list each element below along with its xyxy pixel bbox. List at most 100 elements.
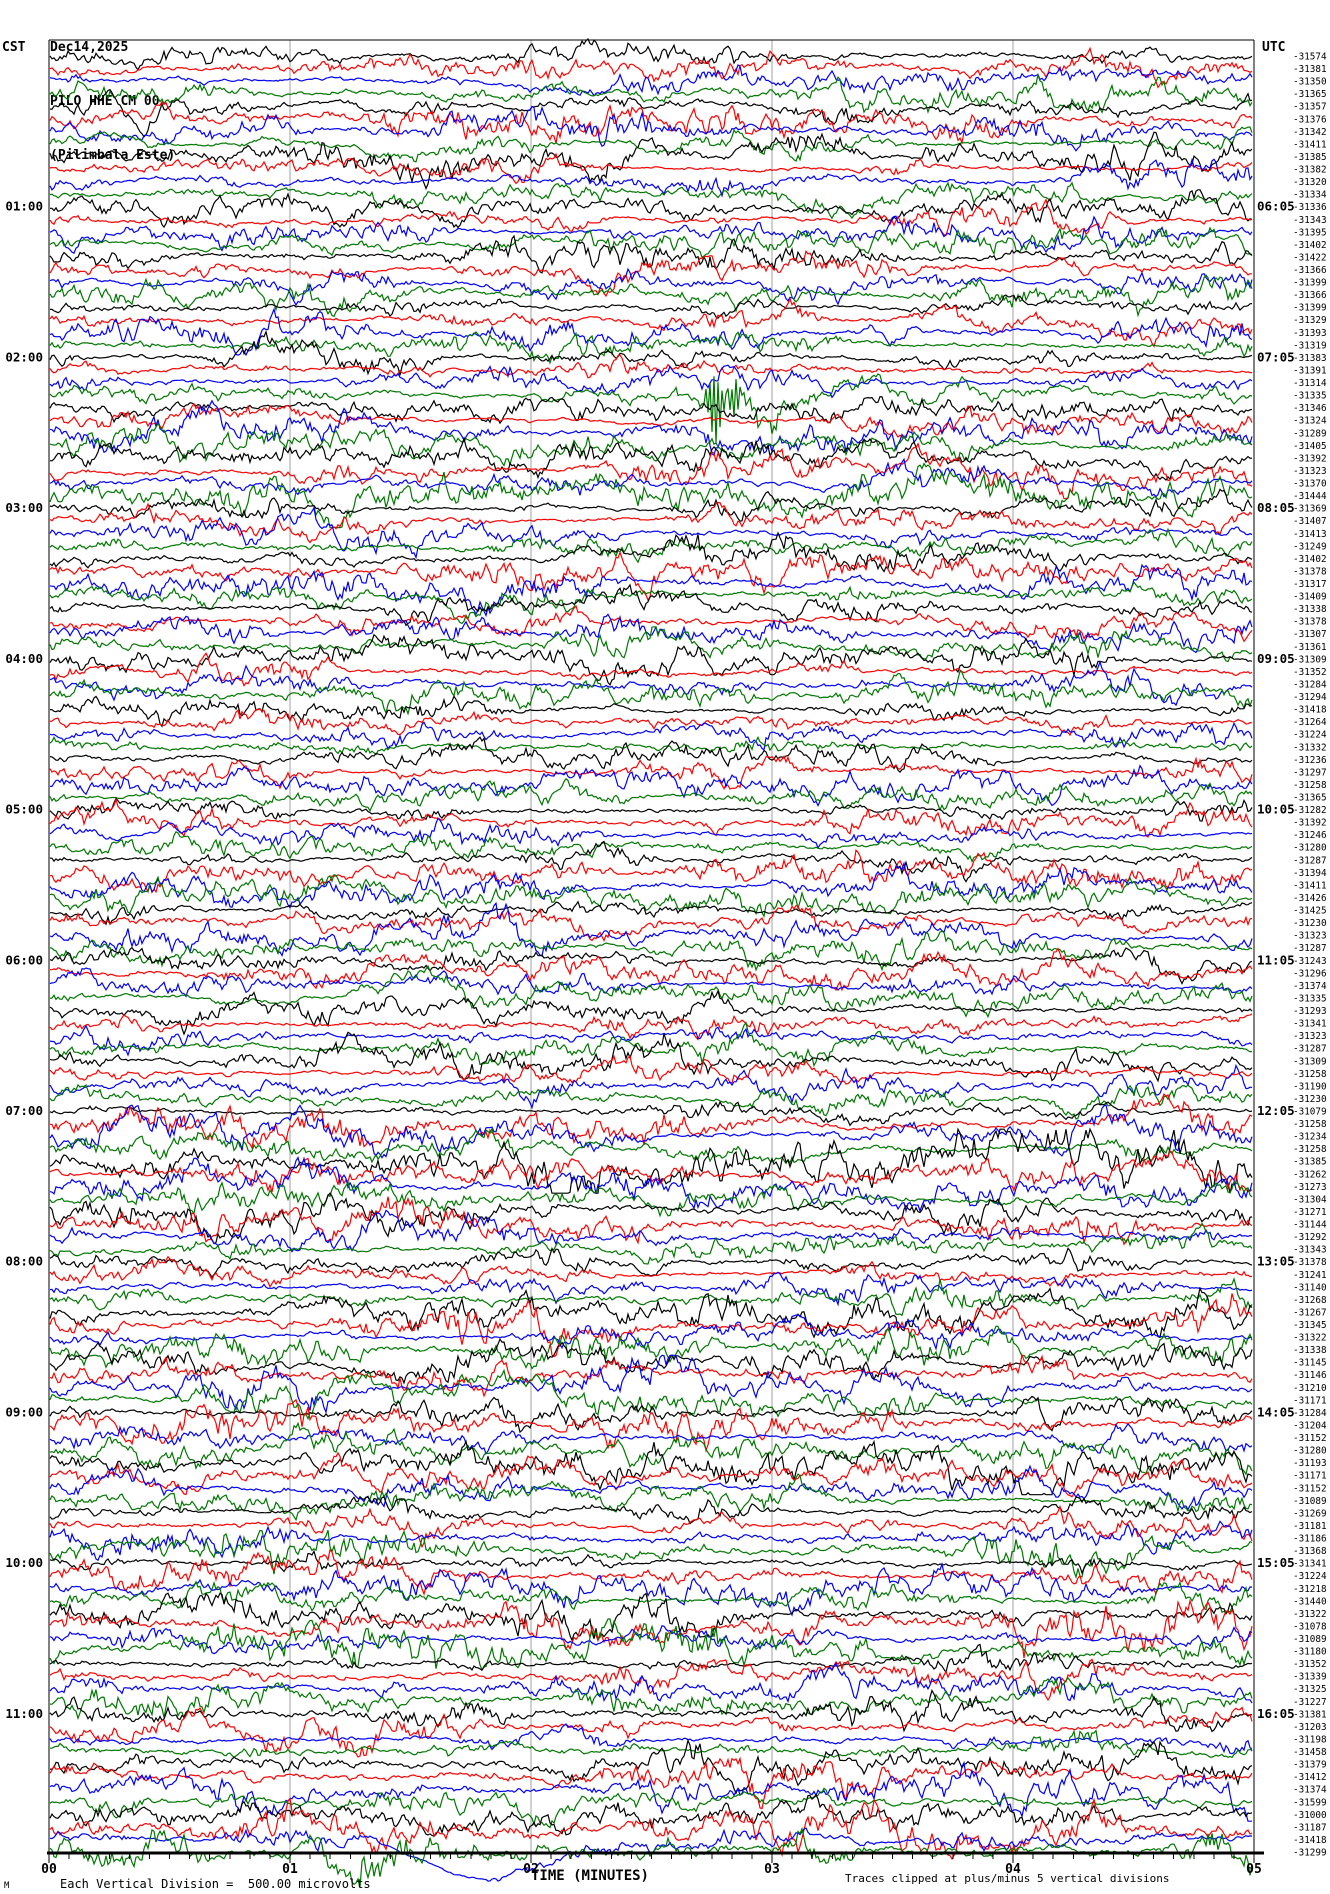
trace-row [49,626,1253,663]
trace-row [49,1473,1253,1522]
trace-row [49,874,1253,919]
row-mean-count: -31413 [1293,529,1327,540]
row-mean-count: -31444 [1293,491,1327,502]
trace-row [49,46,1253,89]
trace-row [49,1439,1253,1496]
trace-row [49,1797,1253,1861]
row-mean-count: -31227 [1293,1697,1327,1708]
row-mean-count: -31319 [1293,340,1327,351]
trace-row [49,422,1253,467]
row-mean-count: -31294 [1293,692,1327,703]
row-mean-count: -31365 [1293,89,1327,100]
row-mean-count: -31304 [1293,1194,1327,1205]
right-hour-label: 06:05 [1257,199,1295,214]
scale-note: Each Vertical Division = 500.00 microvol… [60,1877,371,1891]
row-mean-count: -31383 [1293,353,1327,364]
trace-row [49,1127,1253,1165]
trace-row [49,721,1253,752]
trace-row [49,105,1253,152]
row-mean-count: -31224 [1293,1571,1327,1582]
right-timezone-label: UTC [1262,40,1286,55]
row-mean-count: -31320 [1293,177,1327,188]
row-mean-count: -31382 [1293,165,1327,176]
row-mean-count: -31381 [1293,1709,1327,1720]
trace-row [49,226,1253,259]
row-mean-count: -31365 [1293,793,1327,804]
row-mean-count: -31322 [1293,1609,1327,1620]
trace-row [49,1083,1253,1120]
trace-row [49,1756,1253,1810]
left-hour-label: 01:00 [5,199,43,214]
row-mean-count: -31370 [1293,479,1327,490]
row-mean-count: -31268 [1293,1295,1327,1306]
row-mean-count: -31426 [1293,893,1327,904]
right-hour-label: 15:05 [1257,1555,1295,1570]
trace-row [49,1024,1253,1057]
trace-row [49,100,1253,145]
trace-row [49,399,1253,457]
row-mean-count: -31241 [1293,1270,1327,1281]
row-mean-count: -31399 [1293,278,1327,289]
row-mean-count: -31402 [1293,554,1327,565]
row-mean-count: -31599 [1293,1797,1327,1808]
row-mean-count: -31181 [1293,1521,1327,1532]
trace-row [49,1063,1253,1110]
right-hour-label: 14:05 [1257,1404,1295,1419]
trace-row [49,1368,1253,1421]
row-mean-count: -31258 [1293,1069,1327,1080]
row-mean-count: -31267 [1293,1307,1327,1318]
row-mean-count: -31289 [1293,428,1327,439]
row-mean-count: -31392 [1293,453,1327,464]
trace-row [50,900,1253,926]
trace-row [49,181,1253,220]
trace-row [49,152,1253,185]
row-mean-count: -31317 [1293,579,1327,590]
row-mean-count: -31335 [1293,994,1327,1005]
right-hour-label: 16:05 [1257,1706,1295,1721]
row-mean-count: -31342 [1293,127,1327,138]
row-mean-count: -31418 [1293,705,1327,716]
trace-row [49,904,1253,942]
right-hour-label: 13:05 [1257,1254,1295,1269]
row-mean-count: -31574 [1293,52,1327,63]
left-hour-label: 10:00 [5,1555,43,1570]
x-axis [47,1851,1264,1863]
row-mean-count: -31230 [1293,918,1327,929]
row-mean-count: -31323 [1293,931,1327,942]
x-tick-label: 00 [41,1862,57,1877]
row-mean-count: -31343 [1293,215,1327,226]
right-hour-label: 07:05 [1257,349,1295,364]
trace-row [49,652,1253,687]
trace-row [49,64,1253,97]
row-mean-count: -31352 [1293,667,1327,678]
trace-row [49,364,1253,399]
trace-row [50,947,1253,992]
row-mean-count: -31381 [1293,64,1327,75]
trace-row [49,1271,1253,1307]
trace-row [49,840,1253,883]
left-hour-label: 06:00 [5,952,43,967]
row-mean-count: -31399 [1293,303,1327,314]
trace-row [49,373,1253,443]
trace-row [49,402,1253,439]
row-mean-count: -31332 [1293,742,1327,753]
row-mean-count: -31314 [1293,378,1327,389]
row-mean-count: -31391 [1293,366,1327,377]
row-mean-count: -31325 [1293,1684,1327,1695]
corner-watermark-glyph: M [4,1881,10,1891]
row-mean-count: -31350 [1293,77,1327,88]
trace-row [50,189,1253,229]
row-mean-count: -31334 [1293,190,1327,201]
left-hour-label: 03:00 [5,500,43,515]
trace-row [49,604,1253,643]
trace-row [49,861,1253,909]
trace-row [49,88,1253,138]
trace-row [49,633,1253,687]
right-hour-label: 10:05 [1257,802,1295,817]
trace-row [49,1286,1253,1339]
trace-row [49,1661,1253,1704]
trace-row [49,126,1253,163]
trace-row [49,930,1253,972]
